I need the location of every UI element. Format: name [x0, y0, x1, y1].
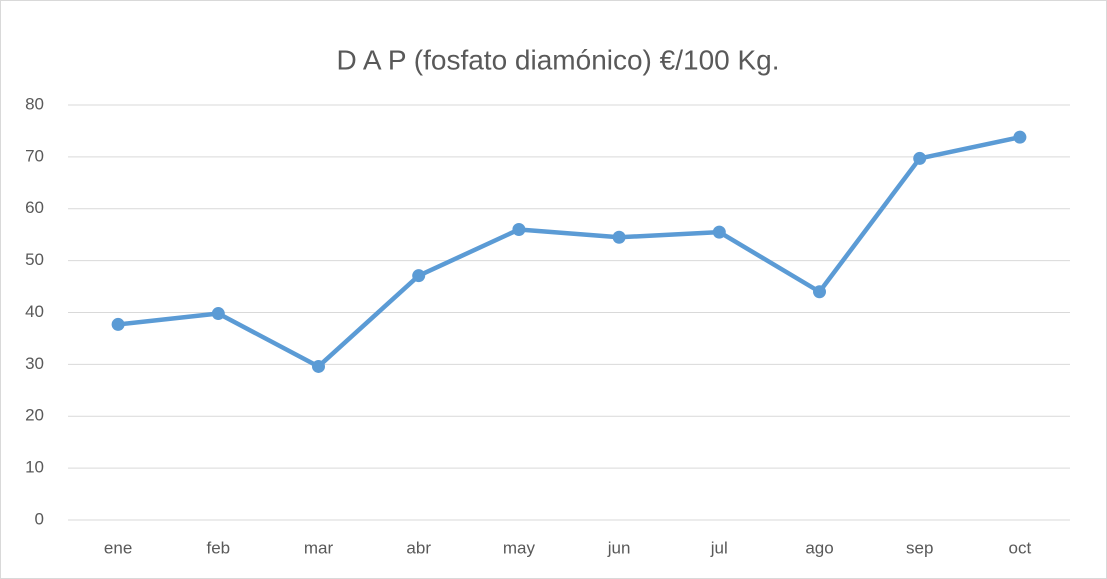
y-tick-label: 80 [25, 94, 44, 113]
x-tick-label: jul [710, 538, 728, 557]
x-tick-label: mar [304, 538, 334, 557]
x-tick-label: feb [206, 538, 230, 557]
y-tick-label: 20 [25, 406, 44, 425]
marker [1013, 130, 1027, 144]
marker [111, 317, 125, 331]
x-tick-label: abr [406, 538, 431, 557]
marker [813, 285, 826, 299]
marker [512, 223, 526, 236]
y-tick-label: 50 [25, 250, 44, 269]
marker [412, 269, 426, 283]
y-tick-label: 30 [25, 354, 44, 373]
y-tick-label: 70 [25, 146, 44, 165]
x-tick-label: ago [805, 538, 833, 557]
marker [913, 151, 927, 165]
line [117, 134, 1021, 369]
x-tick-label: jun [607, 538, 631, 557]
y-tick-label: 10 [25, 458, 44, 477]
x-tick-label: sep [906, 538, 933, 557]
y-tick-label: 40 [25, 302, 44, 321]
y-tick-label: 0 [35, 509, 44, 528]
chart-title: D A P (fosfato diamónico) €/100 Kg. [336, 44, 779, 75]
marker [612, 230, 626, 244]
marker [712, 225, 726, 239]
marker [211, 307, 225, 321]
y-tick-label: 60 [25, 198, 44, 217]
marker [312, 359, 325, 373]
x-tick-label: may [503, 538, 536, 557]
x-tick-label: oct [1009, 538, 1032, 557]
x-tick-label: ene [104, 538, 132, 557]
